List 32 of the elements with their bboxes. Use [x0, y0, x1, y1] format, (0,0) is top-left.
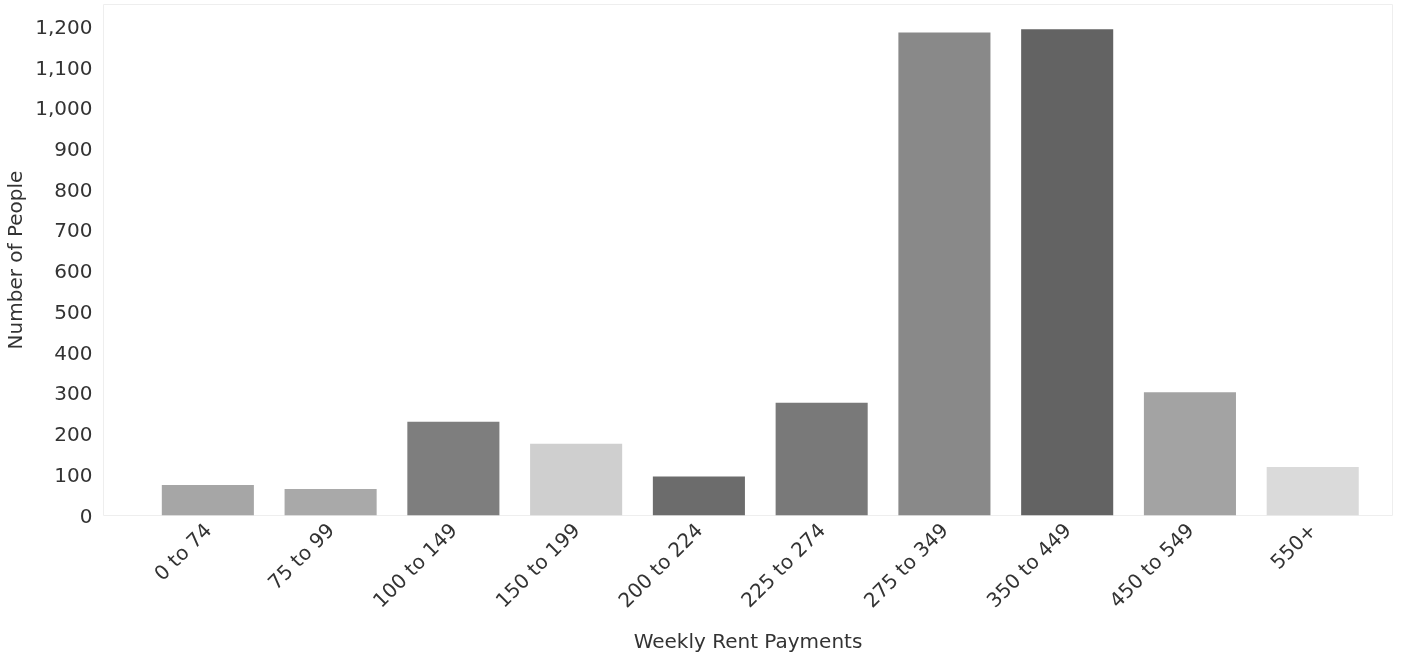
y-tick-label: 0 [79, 503, 93, 528]
x-axis-title: Weekly Rent Payments [633, 628, 863, 653]
y-tick-label: 800 [54, 177, 93, 202]
x-tick-label: 350 to 449 [981, 518, 1076, 613]
bar [652, 476, 745, 516]
bar [898, 32, 991, 516]
bar [407, 421, 500, 516]
y-axis-title: Number of People [3, 170, 28, 350]
y-tick-label: 400 [54, 340, 93, 365]
bar [1021, 29, 1114, 516]
x-tick-label: 75 to 99 [262, 518, 340, 595]
bar [284, 489, 377, 516]
bar [775, 402, 868, 516]
bar [530, 443, 623, 516]
y-tick-label: 300 [54, 381, 93, 406]
y-tick-label: 900 [54, 137, 93, 162]
x-tick-label: 450 to 549 [1104, 518, 1199, 613]
bar [1143, 392, 1236, 516]
y-tick-label: 600 [54, 259, 93, 284]
x-tick-label: 150 to 199 [490, 518, 585, 613]
y-tick-label: 500 [54, 299, 93, 324]
y-tick-label: 100 [54, 462, 93, 487]
bar [1266, 467, 1359, 516]
bar [161, 484, 254, 516]
y-tick-label: 1,000 [35, 96, 93, 121]
x-tick-label: 100 to 149 [367, 518, 462, 613]
y-tick-label: 200 [54, 422, 93, 447]
y-tick-label: 1,200 [35, 14, 93, 39]
x-tick-label: 275 to 349 [858, 518, 953, 613]
y-tick-label: 700 [54, 218, 93, 243]
x-tick-label: 0 to 74 [149, 518, 217, 586]
y-tick-label: 1,100 [35, 55, 93, 80]
